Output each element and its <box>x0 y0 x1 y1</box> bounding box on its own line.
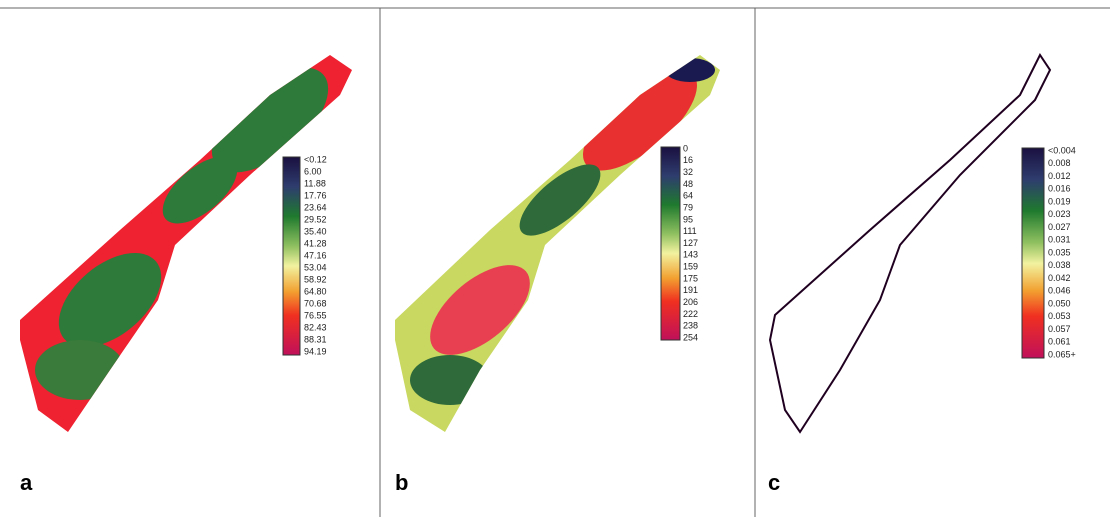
legend-label: 0.057 <box>1048 324 1071 334</box>
legend-label: 159 <box>683 262 698 272</box>
legend-label: 0.042 <box>1048 273 1071 283</box>
legend-label: 0.016 <box>1048 184 1071 194</box>
legend-label: 191 <box>683 285 698 295</box>
legend-label: <0.12 <box>304 154 327 164</box>
legend-label: 0.031 <box>1048 235 1071 245</box>
legend-label: 53.04 <box>304 262 327 272</box>
legend-label: 6.00 <box>304 166 322 176</box>
legend-label: 23.64 <box>304 202 327 212</box>
map-c <box>768 53 1052 434</box>
legend-label: 0.046 <box>1048 286 1071 296</box>
legend-label: 0.050 <box>1048 298 1071 308</box>
legend-label: 0.012 <box>1048 171 1071 181</box>
legend-label: 0.038 <box>1048 260 1071 270</box>
legend-ramp <box>282 156 301 356</box>
legend-label: 222 <box>683 309 698 319</box>
legend-label: 111 <box>683 226 697 236</box>
legend-label: 35.40 <box>304 226 327 236</box>
legend-label: 0 <box>683 143 688 153</box>
legend-label: 11.88 <box>304 178 326 188</box>
panel-label: a <box>20 470 33 495</box>
legend-label: 41.28 <box>304 238 327 248</box>
legend-label: 175 <box>683 273 698 283</box>
legend-ramp <box>1021 147 1045 359</box>
legend-label: 0.023 <box>1048 209 1071 219</box>
legend-label: 64.80 <box>304 286 327 296</box>
panel-label: b <box>395 470 408 495</box>
legend-label: 143 <box>683 250 698 260</box>
legend-label: 238 <box>683 321 698 331</box>
legend-label: 0.019 <box>1048 196 1071 206</box>
legend-label: 48 <box>683 179 693 189</box>
legend-label: 0.035 <box>1048 247 1071 257</box>
legend-label: 94.19 <box>304 346 327 356</box>
legend-label: 88.31 <box>304 334 327 344</box>
legend-label: 79 <box>683 202 693 212</box>
legend-label: 0.027 <box>1048 222 1071 232</box>
legend-label: 64 <box>683 191 693 201</box>
legend-label: 70.68 <box>304 298 327 308</box>
legend-label: 254 <box>683 332 698 342</box>
map-b <box>395 55 720 432</box>
legend-label: 206 <box>683 297 698 307</box>
legend-label: 95 <box>683 214 693 224</box>
legend-label: 32 <box>683 167 693 177</box>
legend-ramp <box>660 146 681 341</box>
legend-label: 17.76 <box>304 190 327 200</box>
legend-label: 0.053 <box>1048 311 1071 321</box>
panel-frames <box>0 7 1110 517</box>
legend-label: 82.43 <box>304 322 327 332</box>
legend-label: 58.92 <box>304 274 327 284</box>
legend-label: 16 <box>683 155 693 165</box>
legend-label: 0.008 <box>1048 158 1071 168</box>
legend-label: 0.061 <box>1048 337 1071 347</box>
legend-label: 29.52 <box>304 214 327 224</box>
legend-label: 47.16 <box>304 250 327 260</box>
legend-label: 127 <box>683 238 698 248</box>
legend-label: 76.55 <box>304 310 327 320</box>
legend-label: 0.065+ <box>1048 349 1076 359</box>
legend-label: <0.004 <box>1048 145 1076 155</box>
panel-label: c <box>768 470 780 495</box>
